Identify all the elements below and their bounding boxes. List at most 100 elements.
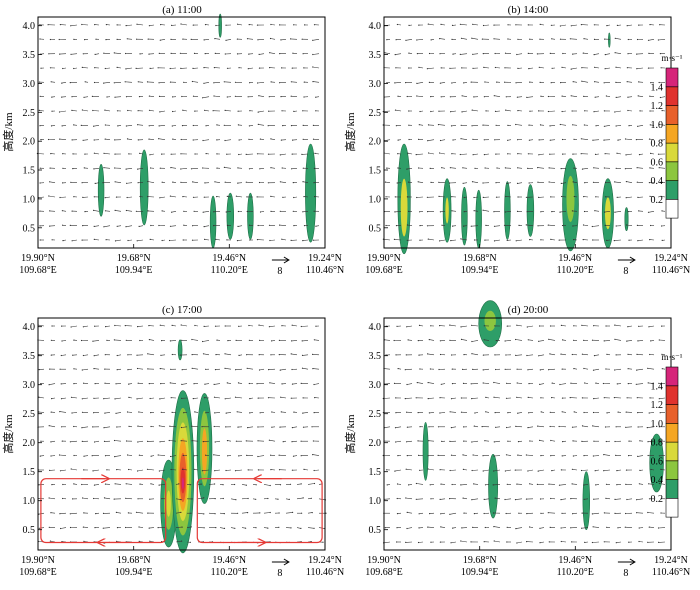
panel-a-wind-vectors — [36, 23, 320, 242]
panel-d-y-tick-3: 2.0 — [369, 438, 382, 449]
panel-d-y-tick-0: 0.5 — [369, 525, 382, 536]
panel-b-contour-13 — [608, 32, 611, 48]
colorbar-top-swatch-7 — [665, 67, 679, 88]
panel-b-y-tick-5: 3.0 — [369, 79, 382, 90]
panel-d-title: (d) 20:00 — [508, 304, 549, 316]
panel-d-wind-vectors — [382, 324, 666, 544]
panel-c-y-tick-6: 3.5 — [23, 351, 36, 362]
panel-c-x-tick-lon-2: 110.20°E — [211, 567, 248, 578]
panel-a-contour-4 — [247, 192, 254, 240]
panel-a-contour-3 — [226, 192, 235, 240]
panel-a-contour-0 — [97, 164, 105, 217]
panel-a-y-tick-7: 4.0 — [23, 21, 36, 32]
colorbar-top-tick-3: 0.8 — [651, 139, 664, 150]
panel-c-contour-9 — [181, 477, 184, 490]
panel-b-contour-5 — [475, 189, 482, 249]
panel-b-x-tick-lat-1: 19.68°N — [463, 253, 497, 264]
panel-c-y-tick-7: 4.0 — [23, 322, 36, 333]
colorbar-bottom-swatch-2 — [665, 460, 679, 480]
panel-d-contour-2 — [484, 310, 496, 331]
panel-c-x-tick-lon-3: 110.46°N — [306, 567, 344, 578]
panel-c-reference-vector-label: 8 — [277, 568, 282, 579]
panel-c-contour-12 — [201, 428, 208, 475]
panel-b-title: (b) 14:00 — [508, 4, 549, 16]
panel-c-contour-13 — [177, 339, 183, 361]
panel-d-y-tick-5: 3.0 — [369, 380, 382, 391]
colorbar-bottom-swatch-4 — [665, 422, 679, 443]
colorbar-bottom-swatch-0 — [665, 497, 679, 518]
panel-b-y-tick-7: 4.0 — [369, 21, 382, 32]
colorbar-top-tick-5: 1.2 — [651, 101, 664, 112]
colorbar-top-swatch-4 — [665, 124, 679, 144]
colorbar-bottom-swatch-6 — [665, 385, 679, 405]
panel-a-contour-5 — [305, 143, 317, 243]
colorbar-top-swatch-1 — [665, 180, 679, 200]
panel-b-x-tick-lon-3: 110.46°N — [652, 265, 690, 276]
colorbar-top-tick-0: 0.2 — [651, 195, 664, 206]
panel-b-contour-12 — [624, 207, 629, 232]
panel-d-contour-3 — [488, 454, 498, 519]
panel-c-y-tick-5: 3.0 — [23, 380, 36, 391]
panel-a-reference-vector-label: 8 — [277, 266, 282, 277]
colorbar-top-swatch-5 — [665, 105, 679, 125]
colorbar-bottom-tick-4: 1.0 — [651, 419, 664, 430]
panel-d-x-tick-lon-0: 109.68°E — [365, 567, 403, 578]
panel-b-y-tick-0: 0.5 — [369, 223, 382, 234]
panel-a-x-tick-lon-2: 110.20°E — [211, 265, 248, 276]
panel-b-y-label: 高度/km — [343, 112, 357, 152]
panel-b-y-tick-2: 1.5 — [369, 166, 382, 177]
panel-b-y-tick-6: 3.5 — [369, 50, 382, 61]
panel-d-x-tick-lat-0: 19.90°N — [367, 555, 401, 566]
panel-c-frame — [37, 317, 326, 551]
colorbar-top-swatch-2 — [665, 161, 679, 181]
panel-b-x-tick-lon-2: 110.20°E — [557, 265, 594, 276]
panel-a-y-tick-1: 1.0 — [23, 194, 36, 205]
panel-d: 高度/km (d) 20:00 0.5 1.0 1.5 2.0 2.5 3.0 3.5 4.0… — [343, 300, 690, 579]
panel-b-x-tick-lon-0: 109.68°E — [365, 265, 403, 276]
panel-c-y-tick-2: 1.5 — [23, 467, 36, 478]
colorbar-bottom: 0.2 0.4 0.6 0.8 1.0 1.2 1.4 m·s⁻¹ — [651, 352, 683, 518]
panel-c-y-tick-0: 0.5 — [23, 525, 36, 536]
panel-a-x-tick-lon-1: 109.94°E — [115, 265, 153, 276]
panel-d-x-tick-lon-3: 110.46°N — [652, 567, 690, 578]
panel-a-y-tick-3: 2.0 — [23, 137, 36, 148]
panel-b-contour-11 — [605, 197, 611, 230]
colorbar-bottom-swatch-1 — [665, 479, 679, 499]
panel-b-contour-1 — [400, 178, 408, 237]
colorbar-bottom-tick-2: 0.6 — [651, 456, 664, 467]
colorbar-bottom-tick-0: 0.2 — [651, 494, 664, 505]
colorbar-bottom-tick-6: 1.4 — [651, 381, 664, 392]
panel-c-y-tick-1: 1.0 — [23, 496, 36, 507]
colorbar-top-swatch-0 — [665, 199, 679, 219]
panel-d-y-tick-6: 3.5 — [369, 351, 382, 362]
panel-d-reference-vector-label: 8 — [623, 568, 628, 579]
panel-c-y-tick-3: 2.0 — [23, 438, 36, 449]
colorbar-bottom-tick-3: 0.8 — [651, 438, 664, 449]
panel-c-y-tick-4: 2.5 — [23, 409, 36, 420]
panel-a-y-tick-6: 3.5 — [23, 50, 36, 61]
panel-d-x-tick-lat-2: 19.46°N — [558, 555, 592, 566]
panel-b-wind-vectors — [382, 23, 666, 242]
colorbar-bottom-swatch-3 — [665, 441, 679, 462]
panel-c-contour-2 — [166, 490, 171, 517]
colorbar-top-unit: m·s⁻¹ — [662, 53, 683, 63]
panel-b-y-tick-4: 2.5 — [369, 108, 382, 119]
panel-c-circulation-box-1 — [196, 478, 323, 544]
panel-c-x-tick-lon-0: 109.68°E — [19, 567, 57, 578]
panel-b-x-tick-lat-0: 19.90°N — [367, 253, 401, 264]
panel-c-x-tick-lat-3: 19.24°N — [308, 555, 342, 566]
panel-c-circulation-box-0 — [40, 478, 167, 544]
panel-b-x-tick-lat-2: 19.46°N — [558, 253, 592, 264]
panel-d-contour-4 — [582, 471, 590, 531]
panel-d-y-tick-1: 1.0 — [369, 496, 382, 507]
panel-c-title: (c) 17:00 — [162, 304, 203, 316]
colorbar-top-swatch-3 — [665, 142, 679, 163]
panel-a-title: (a) 11:00 — [162, 4, 202, 16]
panel-a-y-label: 高度/km — [1, 112, 15, 152]
panel-d-x-tick-lon-1: 109.94°E — [461, 567, 499, 578]
colorbar-top-tick-2: 0.6 — [651, 157, 664, 168]
panel-a-x-tick-lon-0: 109.68°E — [19, 265, 57, 276]
panel-c-x-tick-lon-1: 109.94°E — [115, 567, 153, 578]
panel-c-x-tick-lat-0: 19.90°N — [21, 555, 55, 566]
panel-c-y-label: 高度/km — [1, 414, 15, 454]
